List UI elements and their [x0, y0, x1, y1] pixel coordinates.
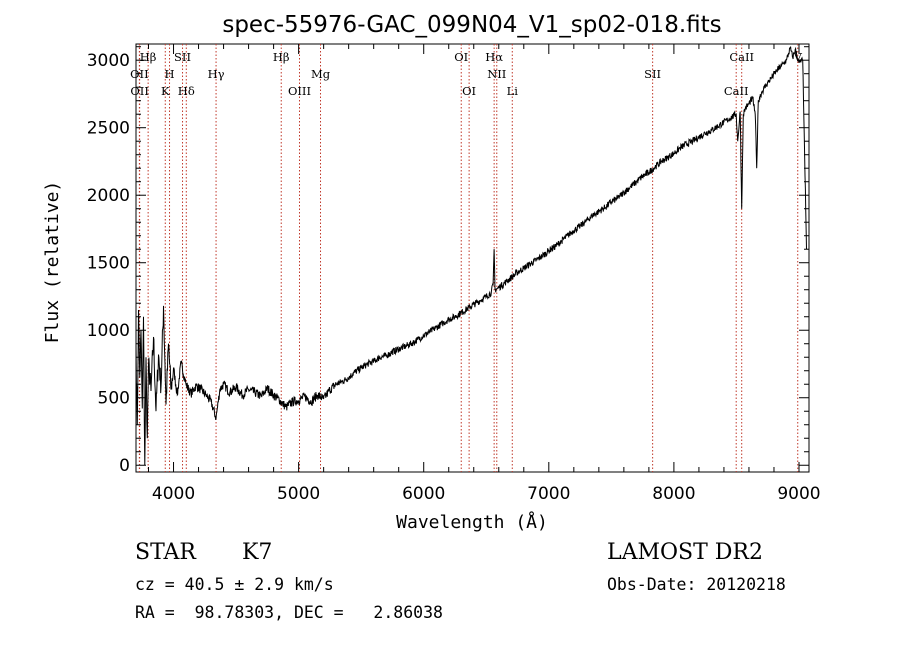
spectrum-line: [135, 46, 807, 466]
y-tick-label: 1000: [87, 321, 130, 341]
x-tick-label: 9000: [777, 484, 820, 504]
line-marker-label: OIII: [288, 84, 311, 98]
obs-date: Obs-Date: 20120218: [607, 575, 786, 594]
line-marker-label: Hβ: [140, 50, 157, 64]
x-tick-label: 6000: [402, 484, 445, 504]
x-tick-label: 7000: [527, 484, 570, 504]
object-subclass: K7: [242, 540, 273, 565]
line-marker-label: CaII: [724, 84, 749, 98]
line-marker-label: Li: [507, 84, 519, 98]
x-tick-label: 5000: [277, 484, 320, 504]
line-marker-label: H: [165, 67, 175, 81]
line-marker-label: Hδ: [178, 84, 195, 98]
y-tick-label: 3000: [87, 51, 130, 71]
line-marker-label: SII: [174, 50, 191, 64]
line-marker-label: CaII: [729, 50, 754, 64]
line-marker-label: Hβ: [273, 50, 290, 64]
line-marker-label: Hγ: [208, 67, 225, 81]
line-marker-label: NII: [487, 67, 506, 81]
y-tick-label: 0: [119, 456, 130, 476]
survey-name: LAMOST DR2: [607, 540, 763, 565]
line-marker-label: OI: [454, 50, 468, 64]
line-marker-label: Hα: [485, 50, 503, 64]
y-axis-label: Flux (relative): [42, 181, 63, 344]
y-tick-label: 2000: [87, 186, 130, 206]
spectral-line-markers: HβOIIOIIKHSIIHδHγHβOIIIMgOIOIHαNIILiSIIC…: [130, 44, 803, 472]
x-tick-label: 4000: [152, 484, 195, 504]
y-tick-label: 500: [98, 389, 130, 409]
x-axis-label: Wavelength (Å): [396, 511, 548, 533]
line-marker-label: OII: [130, 84, 149, 98]
y-tick-label: 1500: [87, 254, 130, 274]
ra-dec: RA = 98.78303, DEC = 2.86038: [135, 603, 443, 622]
line-marker-label: SII: [644, 67, 661, 81]
line-marker-label: Mg: [311, 67, 331, 81]
axis-ticks: 4000 5000 6000 7000 8000 9000 0 500 1000 1500 2000…: [87, 44, 821, 504]
line-marker-label: OI: [462, 84, 476, 98]
y-tick-label: 2500: [87, 119, 130, 139]
object-class: STAR: [135, 540, 196, 565]
x-tick-label: 8000: [652, 484, 695, 504]
chart-title: spec-55976-GAC_099N04_V1_sp02-018.fits: [222, 12, 721, 38]
plot-frame: [135, 43, 810, 473]
redshift-cz: cz = 40.5 ± 2.9 km/s: [135, 575, 334, 594]
line-marker-label: K: [161, 84, 170, 98]
